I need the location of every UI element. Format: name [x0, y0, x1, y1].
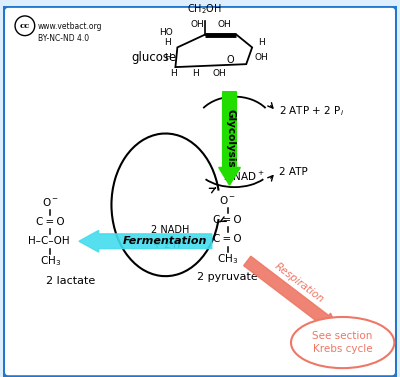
Text: O$^-$: O$^-$ — [42, 196, 59, 208]
Text: H–C–OH: H–C–OH — [28, 236, 69, 246]
FancyArrow shape — [79, 230, 212, 252]
Text: 2 NAD$^+$: 2 NAD$^+$ — [223, 170, 264, 184]
FancyArrow shape — [219, 92, 240, 185]
Text: CH$_3$: CH$_3$ — [40, 254, 61, 268]
Text: OH: OH — [213, 69, 226, 78]
Text: www.vetbact.org
BY-NC-ND 4.0: www.vetbact.org BY-NC-ND 4.0 — [38, 22, 102, 43]
Text: H: H — [164, 53, 171, 62]
Text: See section
Krebs cycle: See section Krebs cycle — [312, 331, 373, 354]
Text: C = O: C = O — [213, 215, 242, 225]
Text: C = O: C = O — [36, 216, 65, 227]
Text: H: H — [259, 38, 265, 47]
Text: cc: cc — [20, 22, 30, 30]
Text: CH$_3$: CH$_3$ — [217, 252, 238, 266]
Text: Respiration: Respiration — [272, 261, 326, 305]
Text: 2 NADH
+ 2 H$^+$: 2 NADH + 2 H$^+$ — [151, 225, 190, 251]
Text: Fermentation: Fermentation — [123, 236, 207, 246]
Text: OH: OH — [218, 20, 232, 29]
Text: 2 lactate: 2 lactate — [46, 276, 95, 286]
FancyBboxPatch shape — [2, 5, 398, 377]
FancyArrow shape — [244, 256, 338, 330]
Text: CH$_2$OH: CH$_2$OH — [188, 2, 222, 16]
Ellipse shape — [291, 317, 394, 368]
Text: H: H — [192, 69, 198, 78]
Text: 2 ATP: 2 ATP — [279, 167, 308, 177]
Text: 2 ATP + 2 P$_i$: 2 ATP + 2 P$_i$ — [279, 104, 344, 118]
Text: O: O — [227, 55, 234, 65]
Text: HO: HO — [159, 28, 172, 37]
Text: C = O: C = O — [213, 234, 242, 244]
Circle shape — [15, 16, 35, 35]
Text: 2 pyruvate: 2 pyruvate — [197, 272, 258, 282]
Text: O$^-$: O$^-$ — [219, 194, 236, 206]
Text: Glycolysis: Glycolysis — [226, 109, 236, 168]
Text: glucose: glucose — [131, 51, 176, 64]
Text: H: H — [164, 38, 171, 47]
Text: OH: OH — [190, 20, 204, 29]
Text: OH: OH — [254, 53, 268, 62]
Text: H: H — [170, 69, 177, 78]
